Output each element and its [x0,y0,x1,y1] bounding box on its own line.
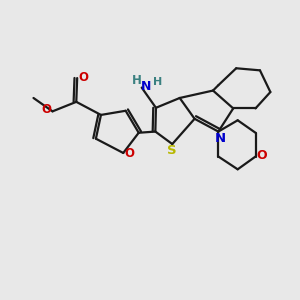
Text: N: N [141,80,151,93]
Text: H: H [131,74,141,87]
Text: O: O [41,103,51,116]
Text: N: N [214,132,225,145]
Text: S: S [167,144,176,157]
Text: O: O [78,71,88,84]
Text: O: O [257,148,267,162]
Text: H: H [152,77,162,87]
Text: O: O [125,147,135,161]
